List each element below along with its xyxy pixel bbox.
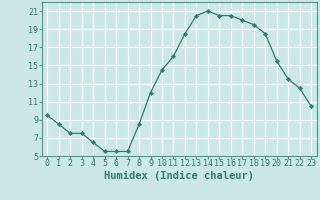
- X-axis label: Humidex (Indice chaleur): Humidex (Indice chaleur): [104, 171, 254, 181]
